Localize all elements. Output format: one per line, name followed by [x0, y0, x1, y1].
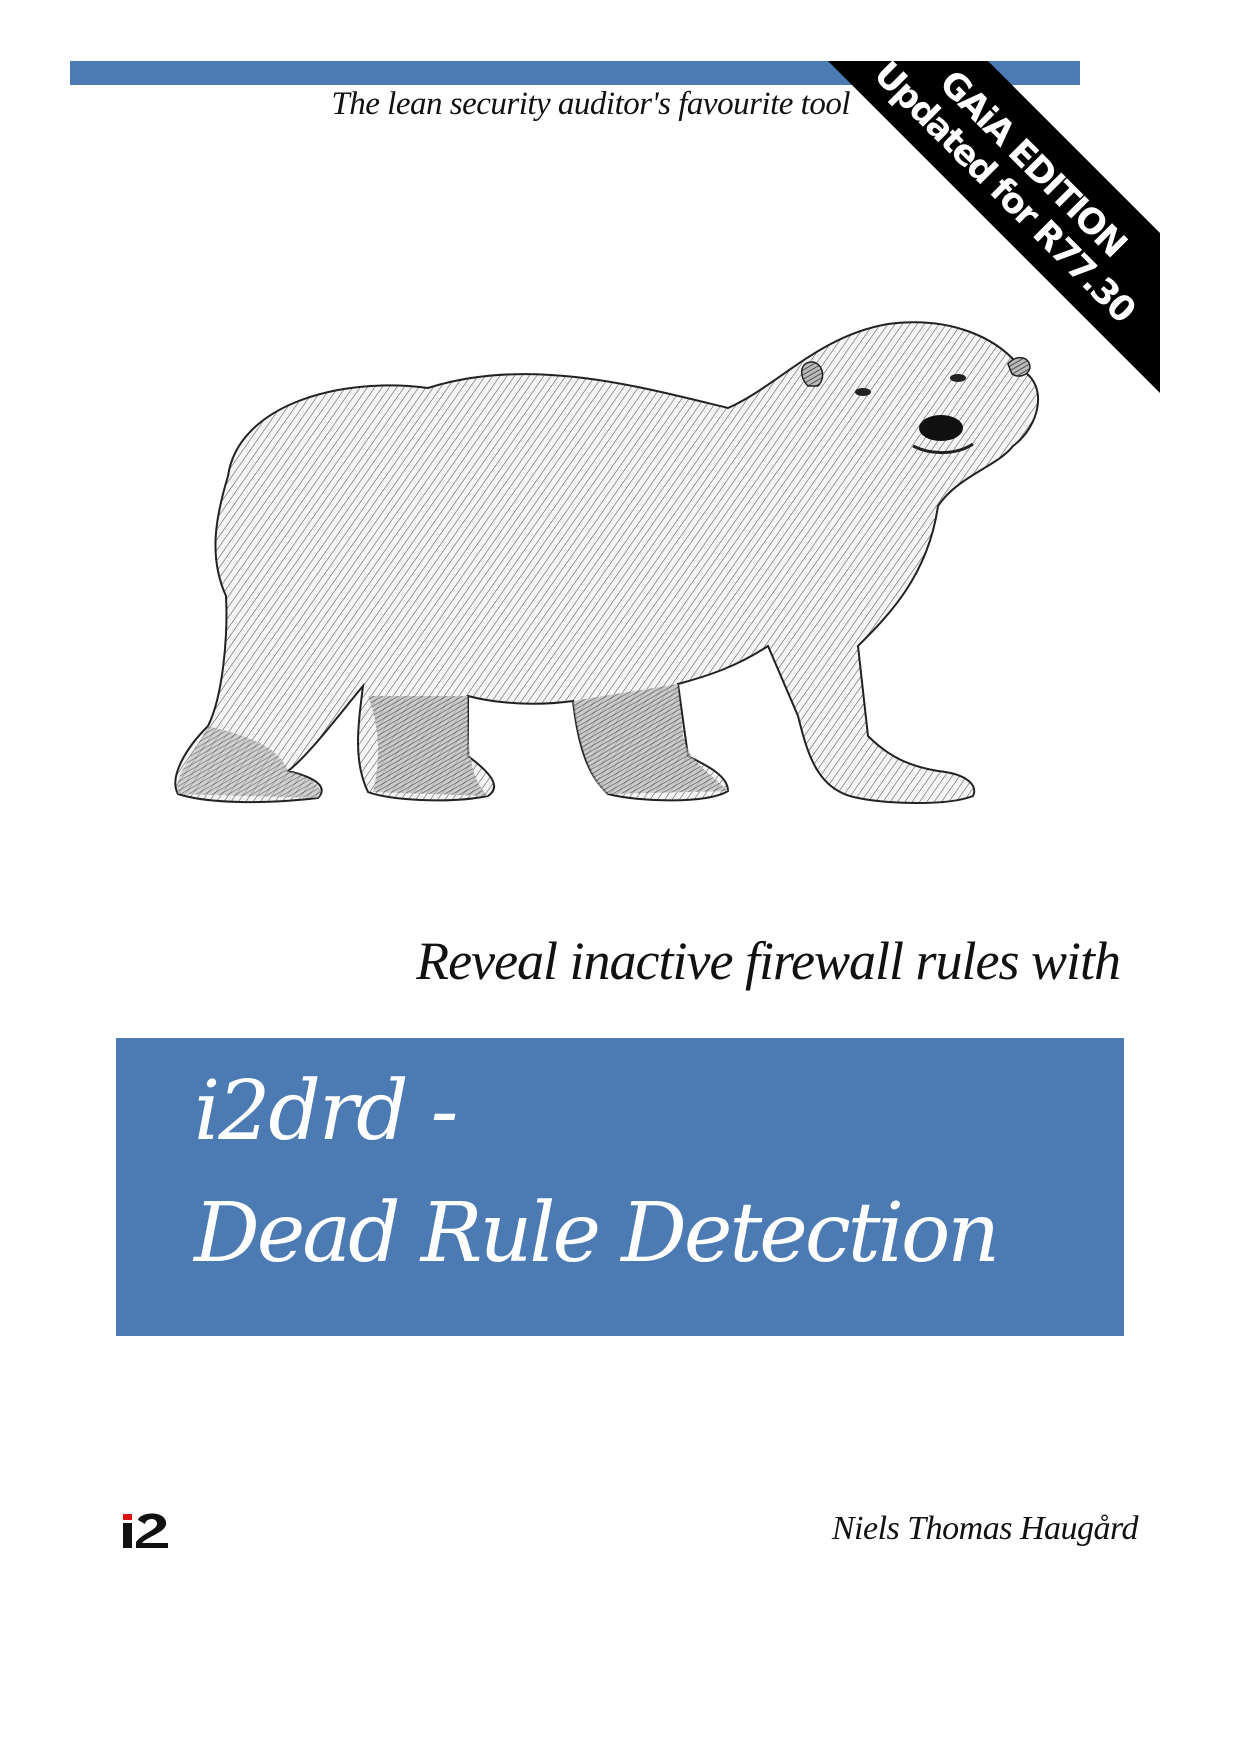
polar-bear-icon [174, 321, 1039, 804]
title-box: i2drd - Dead Rule Detection [116, 1038, 1124, 1336]
corner-banner [828, 61, 1160, 393]
subtitle: Reveal inactive firewall rules with [416, 931, 1121, 991]
corner-banner-shape [828, 61, 1160, 393]
i2-logo [120, 1510, 174, 1550]
title-line-1: i2drd - [194, 1064, 458, 1159]
title-line-2: Dead Rule Detection [194, 1186, 1000, 1281]
tagline: The lean security auditor's favourite to… [331, 86, 850, 122]
polar-bear-illustration [168, 316, 1068, 900]
author-name: Niels Thomas Haugård [831, 1510, 1139, 1547]
i2-logo-icon [120, 1510, 174, 1550]
